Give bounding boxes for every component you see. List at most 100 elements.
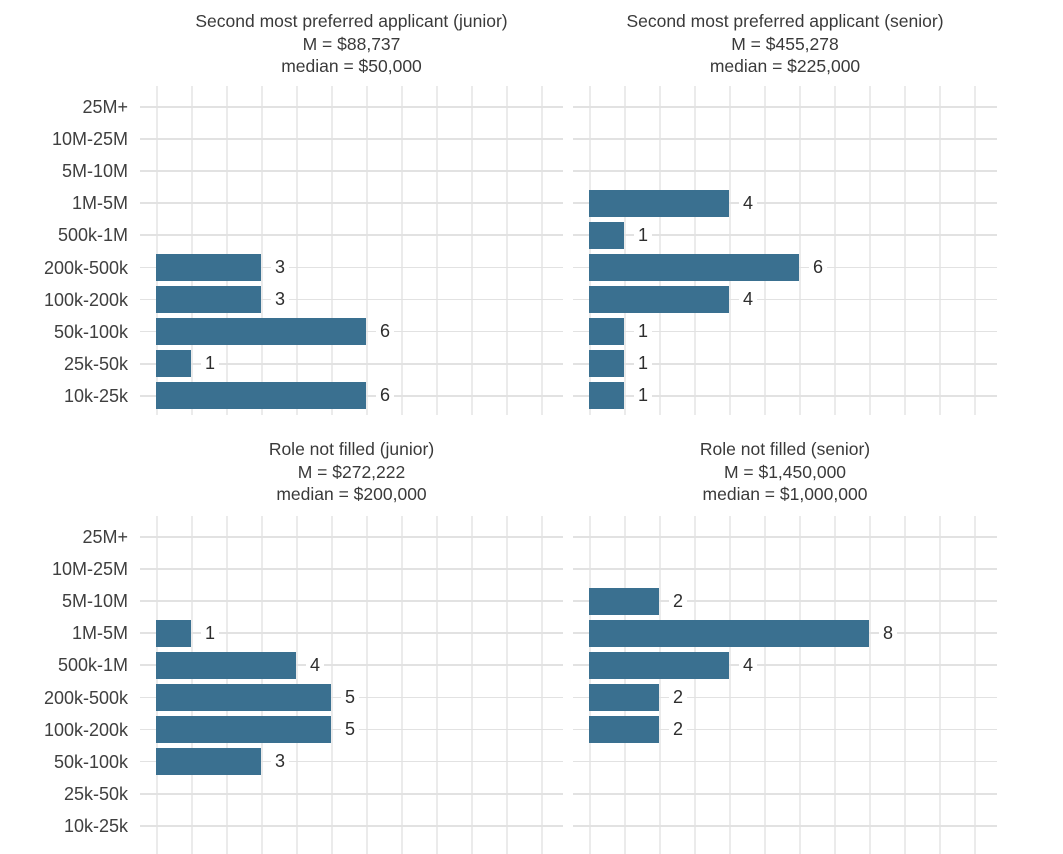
- vertical-gridline: [834, 516, 836, 854]
- bar-200k-500k: [156, 684, 331, 711]
- vertical-gridline: [659, 86, 661, 415]
- bar-chart-panel-top-right: 4 1 6 4 1 1 1: [573, 86, 997, 415]
- horizontal-gridline: [140, 792, 563, 795]
- bar-value-label: 6: [809, 257, 828, 278]
- bar-value-label: 2: [669, 687, 688, 708]
- bar-chart-panel-top-left: 3 3 6 1 6: [140, 86, 563, 415]
- panel-title-block-top-right: Second most preferred applicant (senior)…: [573, 10, 997, 78]
- vertical-gridline: [694, 516, 696, 854]
- vertical-gridline: [156, 86, 158, 415]
- horizontal-gridline: [573, 568, 997, 570]
- horizontal-gridline: [573, 600, 997, 602]
- bar-value-label: 1: [634, 224, 653, 246]
- horizontal-gridline: [140, 568, 563, 570]
- horizontal-gridline: [573, 106, 997, 108]
- vertical-gridline: [939, 86, 941, 415]
- y-axis-labels-top-row: 25M+ 10M-25M 5M-10M 1M-5M 500k-1M 200k-500k 10…: [0, 86, 140, 415]
- y-axis-label: 25M+: [82, 527, 128, 547]
- horizontal-gridline: [573, 234, 997, 237]
- bar-50k-100k: [156, 748, 261, 776]
- horizontal-gridline: [573, 728, 997, 731]
- horizontal-gridline: [573, 792, 997, 795]
- panel-median-label: median = $50,000: [281, 56, 422, 76]
- vertical-gridline: [226, 86, 228, 415]
- horizontal-gridline: [573, 760, 997, 763]
- vertical-gridline: [471, 86, 473, 415]
- horizontal-gridline: [140, 664, 563, 667]
- bar-value-label: 1: [634, 353, 653, 375]
- y-axis-label: 200k-500k: [43, 687, 128, 708]
- vertical-gridline: [729, 86, 731, 415]
- y-axis-label: 100k-200k: [43, 719, 128, 740]
- bar-value-label: 3: [271, 289, 290, 311]
- bar-100k-200k: [589, 286, 729, 314]
- y-axis-label: 1M-5M: [71, 623, 128, 644]
- y-axis-label: 50k-100k: [53, 321, 128, 342]
- vertical-gridline: [471, 516, 473, 854]
- vertical-gridline: [401, 516, 403, 854]
- horizontal-gridline: [573, 330, 997, 333]
- bar-value-label: 1: [201, 353, 220, 375]
- horizontal-gridline: [573, 696, 997, 699]
- y-axis-labels-bottom-row: 25M+ 10M-25M 5M-10M 1M-5M 500k-1M 200k-500k 10…: [0, 516, 140, 854]
- vertical-gridline: [694, 86, 696, 415]
- bar-1M-5M: [589, 189, 729, 217]
- panel-title-block-bottom-right: Role not filled (senior) M = $1,450,000 …: [573, 438, 997, 506]
- vertical-gridline: [904, 86, 906, 415]
- y-axis-label: 5M-10M: [61, 591, 128, 612]
- vertical-gridline: [799, 86, 801, 415]
- horizontal-gridline: [140, 266, 563, 269]
- bar-value-label: 6: [376, 321, 395, 343]
- bar-value-label: 4: [739, 192, 758, 214]
- bar-10k-25k: [156, 382, 366, 410]
- bar-500k-1M: [156, 651, 296, 679]
- vertical-gridline: [331, 86, 333, 415]
- panel-title: Role not filled (junior): [268, 439, 435, 459]
- y-axis-label: 10k-25k: [63, 385, 128, 406]
- bar-200k-500k: [589, 684, 659, 711]
- horizontal-gridline: [140, 202, 563, 205]
- horizontal-gridline: [573, 170, 997, 172]
- horizontal-gridline: [573, 298, 997, 301]
- bar-200k-500k: [589, 254, 799, 281]
- horizontal-gridline: [140, 760, 563, 763]
- vertical-gridline: [401, 86, 403, 415]
- y-axis-label: 100k-200k: [43, 289, 128, 310]
- bar-value-label: 4: [739, 289, 758, 311]
- bar-value-label: 6: [376, 385, 395, 407]
- vertical-gridline: [869, 516, 871, 854]
- vertical-gridline: [974, 86, 976, 415]
- panel-mean-label: M = $272,222: [297, 461, 406, 482]
- vertical-gridline: [191, 86, 193, 415]
- vertical-gridline: [974, 516, 976, 854]
- bar-100k-200k: [589, 716, 659, 744]
- panel-median-label: median = $225,000: [709, 56, 861, 76]
- horizontal-gridline: [140, 170, 563, 172]
- bar-value-label: 8: [879, 622, 898, 644]
- bar-5M-10M: [589, 587, 659, 615]
- vertical-gridline: [331, 516, 333, 854]
- vertical-gridline: [939, 516, 941, 854]
- bar-value-label: 1: [201, 622, 220, 644]
- panel-title: Role not filled (senior): [699, 439, 871, 459]
- y-axis-label: 25k-50k: [63, 783, 128, 804]
- y-axis-label: 10M-25M: [51, 559, 128, 580]
- vertical-gridline: [659, 516, 661, 854]
- bar-value-label: 3: [271, 257, 290, 278]
- y-axis-label: 500k-1M: [57, 225, 128, 246]
- vertical-gridline: [589, 86, 591, 415]
- bar-25k-50k: [589, 350, 624, 378]
- bar-10k-25k: [589, 382, 624, 410]
- bar-200k-500k: [156, 254, 261, 281]
- horizontal-gridline: [140, 298, 563, 301]
- bar-50k-100k: [589, 318, 624, 346]
- bar-500k-1M: [589, 221, 624, 249]
- horizontal-gridline: [573, 664, 997, 667]
- bar-value-label: 3: [271, 751, 290, 773]
- horizontal-gridline: [140, 824, 563, 827]
- vertical-gridline: [506, 86, 508, 415]
- y-axis-label: 200k-500k: [43, 257, 128, 278]
- panel-mean-label: M = $1,450,000: [723, 461, 847, 482]
